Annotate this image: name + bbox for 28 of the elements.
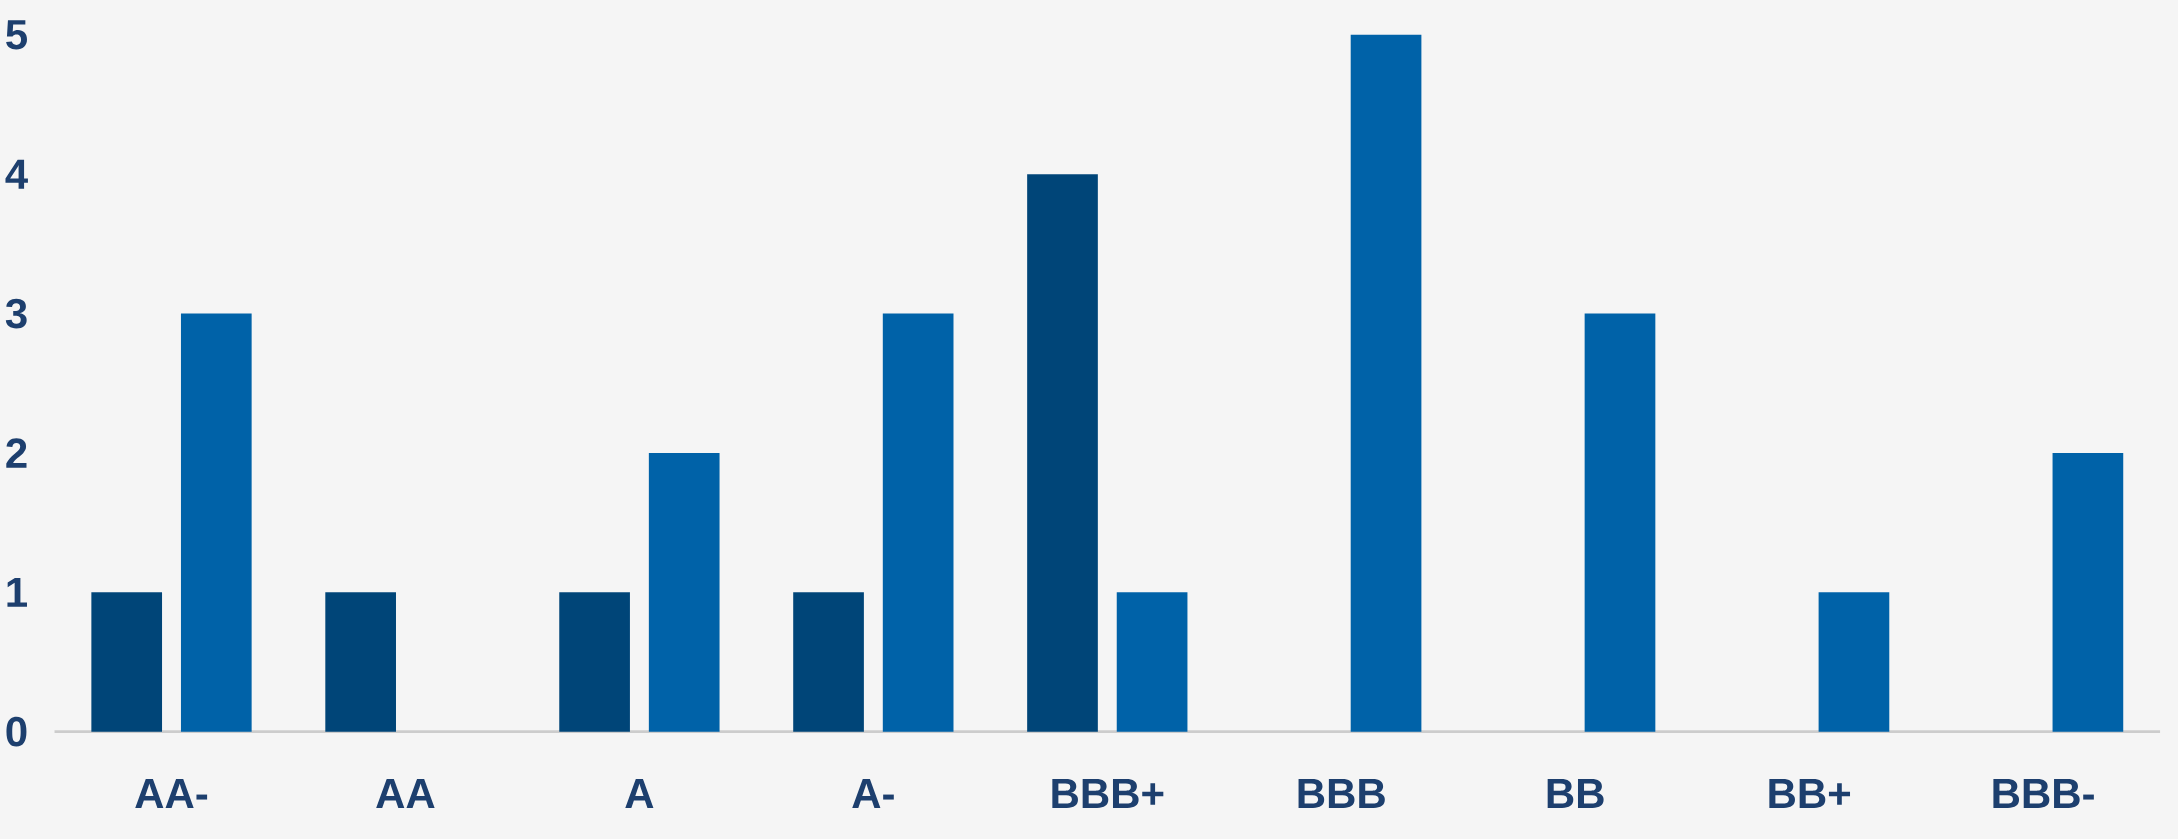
bar — [793, 592, 864, 732]
x-tick-label: AA — [376, 778, 435, 808]
bar — [2052, 452, 2124, 732]
bar — [1818, 592, 1890, 732]
bar — [648, 452, 720, 732]
y-tick-label: 1 — [7, 577, 27, 607]
x-tick-label: BB — [1547, 778, 1604, 808]
y-tick-label: 0 — [6, 716, 27, 747]
x-tick-label: AA- — [135, 778, 208, 808]
bar — [882, 313, 954, 732]
x-tick-label: BBB- — [1993, 778, 2094, 808]
x-tick-label: A- — [852, 778, 894, 808]
bar — [91, 592, 163, 732]
bar — [325, 592, 396, 732]
x-tick-label: BB+ — [1769, 778, 1851, 808]
bar — [180, 313, 252, 732]
bar — [1584, 313, 1656, 732]
x-tick-label: A — [625, 778, 654, 808]
y-tick-label: 3 — [5, 298, 27, 329]
bar — [1350, 34, 1422, 732]
x-tick-label: BBB+ — [1052, 778, 1164, 808]
bar — [1027, 174, 1098, 732]
y-tick-label: 5 — [6, 20, 27, 50]
bar — [1116, 592, 1188, 732]
bar — [559, 592, 630, 732]
y-tick-label: 4 — [5, 159, 28, 189]
y-tick-label: 2 — [6, 438, 27, 468]
x-tick-label: BBB — [1298, 778, 1385, 808]
